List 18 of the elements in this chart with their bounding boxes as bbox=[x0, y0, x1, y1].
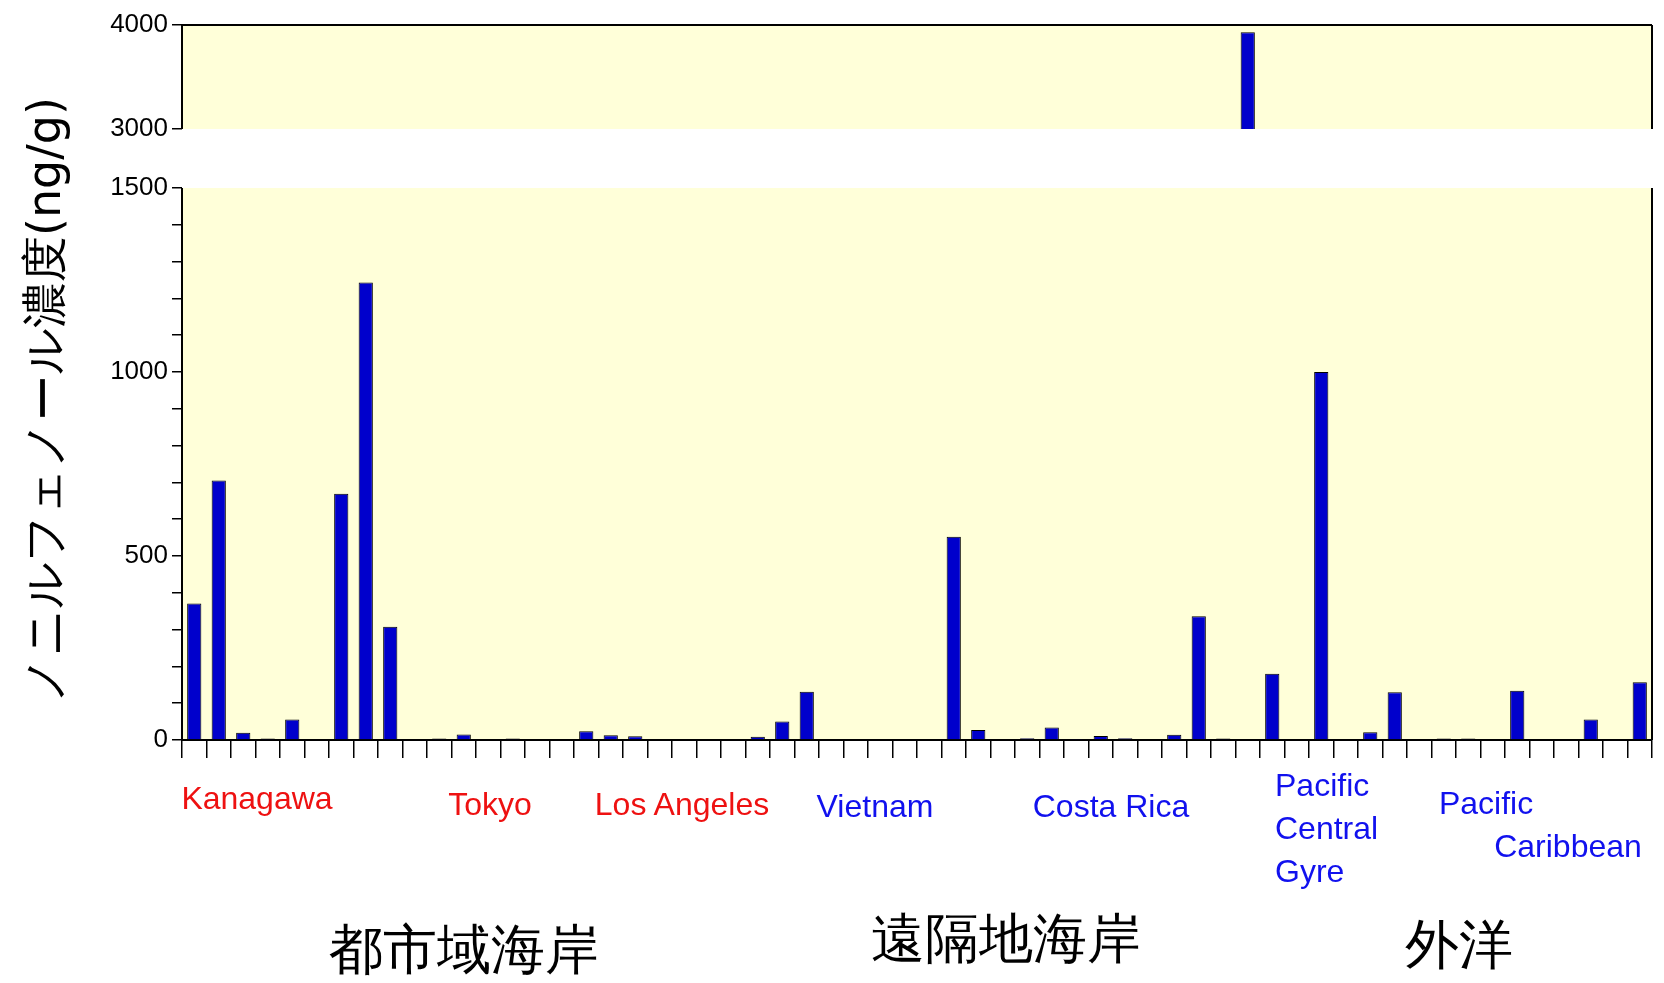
text: Kanagawa bbox=[181, 779, 333, 817]
y-tick-label: 0 bbox=[153, 723, 168, 754]
text: Tokyo bbox=[448, 785, 532, 823]
y-tick-label: 4000 bbox=[110, 8, 168, 39]
y-tick-label: 1000 bbox=[110, 355, 168, 386]
text: Costa Rica bbox=[1032, 787, 1190, 825]
text: Caribbean bbox=[1494, 827, 1642, 865]
y-tick-label: 3000 bbox=[110, 112, 168, 143]
text: 都市域海岸 bbox=[329, 917, 599, 982]
text: 外洋 bbox=[1405, 912, 1513, 977]
text: Pacific Central Gyre bbox=[1275, 766, 1380, 892]
text: Vietnam bbox=[816, 787, 934, 825]
text: 遠隔地海岸 bbox=[871, 906, 1141, 971]
text: Los Angeles bbox=[594, 785, 770, 823]
y-tick-label: 500 bbox=[124, 539, 168, 570]
text: Pacific bbox=[1438, 784, 1534, 822]
y-axis-title: ノニルフェノール濃度(ng/g) bbox=[16, 97, 72, 703]
y-tick-label: 1500 bbox=[110, 171, 168, 202]
